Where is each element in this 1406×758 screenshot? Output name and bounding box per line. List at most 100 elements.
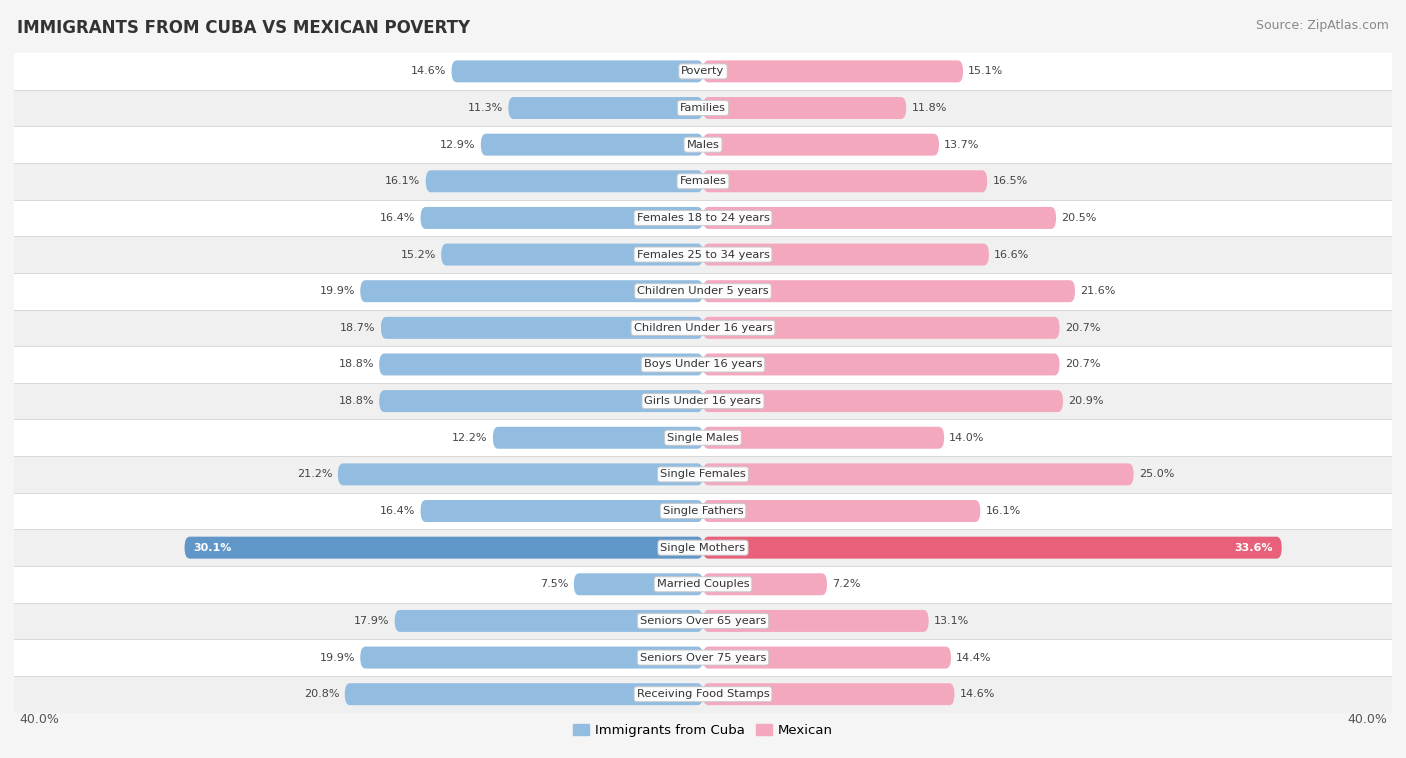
Text: 13.7%: 13.7%	[945, 139, 980, 149]
Text: Single Females: Single Females	[661, 469, 745, 479]
Text: 17.9%: 17.9%	[354, 616, 389, 626]
Text: 16.4%: 16.4%	[380, 213, 415, 223]
FancyBboxPatch shape	[703, 171, 987, 193]
Text: Females 18 to 24 years: Females 18 to 24 years	[637, 213, 769, 223]
FancyBboxPatch shape	[703, 537, 1282, 559]
Text: 40.0%: 40.0%	[1347, 713, 1386, 725]
Text: 20.7%: 20.7%	[1064, 359, 1099, 369]
Bar	[14, 456, 1392, 493]
Text: 16.4%: 16.4%	[380, 506, 415, 516]
Text: 14.6%: 14.6%	[411, 67, 446, 77]
Text: 19.9%: 19.9%	[319, 653, 356, 662]
Text: 12.2%: 12.2%	[453, 433, 488, 443]
Bar	[14, 676, 1392, 713]
Text: Seniors Over 75 years: Seniors Over 75 years	[640, 653, 766, 662]
Text: 14.4%: 14.4%	[956, 653, 991, 662]
Text: 19.9%: 19.9%	[319, 287, 356, 296]
Text: 16.6%: 16.6%	[994, 249, 1029, 259]
FancyBboxPatch shape	[574, 573, 703, 595]
Text: 18.8%: 18.8%	[339, 359, 374, 369]
FancyBboxPatch shape	[703, 133, 939, 155]
Bar	[14, 53, 1392, 89]
FancyBboxPatch shape	[703, 427, 945, 449]
Text: 20.8%: 20.8%	[304, 689, 340, 699]
Bar	[14, 127, 1392, 163]
Bar	[14, 639, 1392, 676]
Text: Girls Under 16 years: Girls Under 16 years	[644, 396, 762, 406]
Text: 40.0%: 40.0%	[20, 713, 59, 725]
Text: 21.2%: 21.2%	[297, 469, 333, 479]
FancyBboxPatch shape	[494, 427, 703, 449]
FancyBboxPatch shape	[703, 683, 955, 705]
FancyBboxPatch shape	[703, 573, 827, 595]
Text: 15.2%: 15.2%	[401, 249, 436, 259]
FancyBboxPatch shape	[451, 61, 703, 83]
Text: 11.3%: 11.3%	[468, 103, 503, 113]
FancyBboxPatch shape	[703, 61, 963, 83]
Text: 11.8%: 11.8%	[911, 103, 946, 113]
FancyBboxPatch shape	[426, 171, 703, 193]
FancyBboxPatch shape	[380, 390, 703, 412]
Text: 21.6%: 21.6%	[1080, 287, 1115, 296]
Bar	[14, 163, 1392, 199]
Legend: Immigrants from Cuba, Mexican: Immigrants from Cuba, Mexican	[568, 719, 838, 742]
Text: 18.8%: 18.8%	[339, 396, 374, 406]
Text: 15.1%: 15.1%	[969, 67, 1004, 77]
Bar	[14, 273, 1392, 309]
FancyBboxPatch shape	[703, 97, 907, 119]
Text: 18.7%: 18.7%	[340, 323, 375, 333]
FancyBboxPatch shape	[703, 463, 1133, 485]
FancyBboxPatch shape	[703, 243, 988, 265]
FancyBboxPatch shape	[703, 390, 1063, 412]
FancyBboxPatch shape	[441, 243, 703, 265]
FancyBboxPatch shape	[360, 280, 703, 302]
Text: Boys Under 16 years: Boys Under 16 years	[644, 359, 762, 369]
Bar	[14, 419, 1392, 456]
FancyBboxPatch shape	[344, 683, 703, 705]
FancyBboxPatch shape	[184, 537, 703, 559]
FancyBboxPatch shape	[337, 463, 703, 485]
Bar	[14, 493, 1392, 529]
Text: 25.0%: 25.0%	[1139, 469, 1174, 479]
FancyBboxPatch shape	[703, 500, 980, 522]
FancyBboxPatch shape	[381, 317, 703, 339]
Text: IMMIGRANTS FROM CUBA VS MEXICAN POVERTY: IMMIGRANTS FROM CUBA VS MEXICAN POVERTY	[17, 19, 470, 37]
Text: 20.5%: 20.5%	[1062, 213, 1097, 223]
Text: Females 25 to 34 years: Females 25 to 34 years	[637, 249, 769, 259]
FancyBboxPatch shape	[360, 647, 703, 669]
Bar	[14, 309, 1392, 346]
FancyBboxPatch shape	[703, 610, 928, 632]
FancyBboxPatch shape	[395, 610, 703, 632]
Text: Families: Families	[681, 103, 725, 113]
Text: Single Males: Single Males	[666, 433, 740, 443]
Text: Single Fathers: Single Fathers	[662, 506, 744, 516]
Text: 16.1%: 16.1%	[986, 506, 1021, 516]
Text: 20.7%: 20.7%	[1064, 323, 1099, 333]
FancyBboxPatch shape	[703, 317, 1060, 339]
Text: 7.5%: 7.5%	[540, 579, 568, 589]
Text: Poverty: Poverty	[682, 67, 724, 77]
FancyBboxPatch shape	[703, 280, 1076, 302]
Bar	[14, 529, 1392, 566]
FancyBboxPatch shape	[380, 353, 703, 375]
FancyBboxPatch shape	[703, 647, 950, 669]
FancyBboxPatch shape	[703, 353, 1060, 375]
Text: Single Mothers: Single Mothers	[661, 543, 745, 553]
Bar	[14, 383, 1392, 419]
Text: 12.9%: 12.9%	[440, 139, 475, 149]
Bar	[14, 566, 1392, 603]
Text: Source: ZipAtlas.com: Source: ZipAtlas.com	[1256, 19, 1389, 32]
Text: 14.6%: 14.6%	[960, 689, 995, 699]
Text: Children Under 5 years: Children Under 5 years	[637, 287, 769, 296]
Bar	[14, 346, 1392, 383]
Text: 16.1%: 16.1%	[385, 177, 420, 186]
Bar	[14, 89, 1392, 127]
Text: Seniors Over 65 years: Seniors Over 65 years	[640, 616, 766, 626]
Text: 13.1%: 13.1%	[934, 616, 969, 626]
FancyBboxPatch shape	[420, 500, 703, 522]
Text: 14.0%: 14.0%	[949, 433, 984, 443]
Text: Married Couples: Married Couples	[657, 579, 749, 589]
Text: Males: Males	[686, 139, 720, 149]
Bar	[14, 603, 1392, 639]
Text: 16.5%: 16.5%	[993, 177, 1028, 186]
